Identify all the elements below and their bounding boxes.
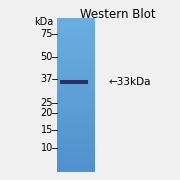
Bar bbox=[57, 89, 95, 91]
Bar bbox=[57, 51, 95, 53]
Bar bbox=[57, 24, 95, 26]
Bar bbox=[57, 22, 95, 24]
Bar bbox=[57, 33, 95, 35]
Bar bbox=[57, 18, 95, 20]
Bar bbox=[57, 105, 95, 107]
Bar bbox=[57, 139, 95, 141]
Bar bbox=[57, 80, 95, 82]
Bar bbox=[57, 159, 95, 160]
Bar bbox=[57, 97, 95, 99]
Bar bbox=[57, 149, 95, 151]
Bar bbox=[57, 41, 95, 43]
Bar bbox=[57, 120, 95, 122]
Bar bbox=[57, 135, 95, 137]
Bar bbox=[57, 160, 95, 162]
Bar bbox=[57, 116, 95, 118]
Bar bbox=[57, 128, 95, 130]
Bar bbox=[57, 168, 95, 170]
Text: 20: 20 bbox=[41, 108, 53, 118]
Bar bbox=[57, 45, 95, 47]
Bar bbox=[57, 57, 95, 59]
Bar bbox=[57, 124, 95, 126]
Bar bbox=[57, 162, 95, 164]
Bar bbox=[57, 30, 95, 31]
Bar bbox=[57, 53, 95, 55]
Bar bbox=[57, 122, 95, 124]
Bar bbox=[57, 49, 95, 51]
Bar bbox=[57, 74, 95, 76]
Bar bbox=[57, 31, 95, 33]
Text: ←33kDa: ←33kDa bbox=[109, 77, 152, 87]
Bar bbox=[57, 145, 95, 147]
Bar bbox=[57, 110, 95, 112]
Bar bbox=[57, 82, 95, 84]
Bar bbox=[57, 28, 95, 30]
Bar bbox=[57, 64, 95, 66]
Bar bbox=[57, 126, 95, 128]
Bar bbox=[57, 68, 95, 70]
Bar bbox=[57, 95, 95, 97]
Bar bbox=[57, 62, 95, 64]
Bar bbox=[57, 130, 95, 132]
Bar bbox=[57, 60, 95, 62]
Bar bbox=[57, 166, 95, 168]
Bar bbox=[57, 114, 95, 116]
Bar bbox=[57, 143, 95, 145]
Bar bbox=[57, 93, 95, 95]
Bar bbox=[57, 66, 95, 68]
Text: 10: 10 bbox=[41, 143, 53, 153]
Bar bbox=[57, 85, 95, 87]
Bar bbox=[57, 132, 95, 134]
Bar bbox=[57, 164, 95, 166]
Bar bbox=[57, 87, 95, 89]
Bar bbox=[57, 43, 95, 45]
Bar bbox=[57, 141, 95, 143]
Bar bbox=[57, 155, 95, 157]
Bar bbox=[57, 170, 95, 172]
Bar bbox=[57, 84, 95, 85]
Bar bbox=[57, 151, 95, 153]
Bar bbox=[57, 99, 95, 101]
Text: 15: 15 bbox=[41, 125, 53, 135]
Text: Western Blot: Western Blot bbox=[80, 8, 156, 21]
Bar bbox=[57, 137, 95, 139]
Bar bbox=[57, 109, 95, 110]
Bar bbox=[57, 35, 95, 37]
Bar bbox=[57, 47, 95, 49]
Bar bbox=[57, 37, 95, 39]
Bar bbox=[57, 58, 95, 60]
Bar bbox=[57, 107, 95, 109]
Text: 25: 25 bbox=[40, 98, 53, 108]
Text: kDa: kDa bbox=[34, 17, 53, 27]
Bar bbox=[57, 118, 95, 120]
Text: 37: 37 bbox=[41, 74, 53, 84]
Bar bbox=[57, 39, 95, 41]
Text: 75: 75 bbox=[40, 29, 53, 39]
Bar bbox=[57, 20, 95, 22]
Bar bbox=[57, 26, 95, 28]
Bar bbox=[57, 103, 95, 105]
Bar bbox=[57, 153, 95, 155]
Bar bbox=[57, 157, 95, 159]
Bar bbox=[57, 101, 95, 103]
Bar bbox=[57, 112, 95, 114]
Bar bbox=[57, 55, 95, 57]
Bar bbox=[57, 147, 95, 149]
Bar bbox=[57, 76, 95, 78]
Bar bbox=[60, 80, 88, 84]
Bar bbox=[57, 72, 95, 74]
Text: 50: 50 bbox=[41, 52, 53, 62]
Bar bbox=[57, 91, 95, 93]
Bar bbox=[57, 70, 95, 72]
Bar bbox=[57, 134, 95, 135]
Bar bbox=[57, 78, 95, 80]
